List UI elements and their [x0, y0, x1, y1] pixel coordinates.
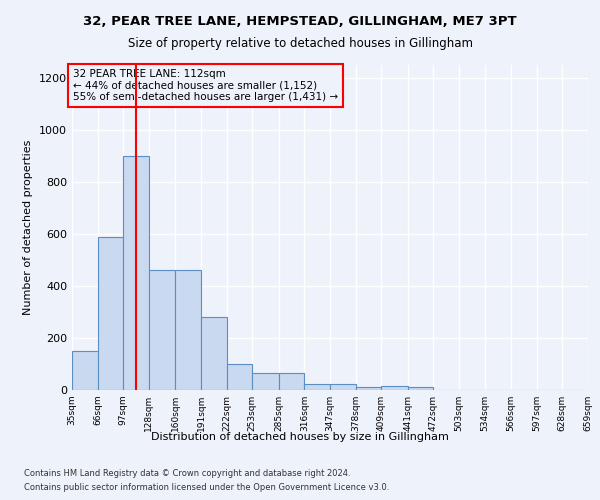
Y-axis label: Number of detached properties: Number of detached properties [23, 140, 34, 315]
Bar [149, 270, 175, 390]
Bar [330, 384, 356, 390]
Text: Distribution of detached houses by size in Gillingham: Distribution of detached houses by size … [151, 432, 449, 442]
Bar [98, 236, 123, 390]
Text: 32, PEAR TREE LANE, HEMPSTEAD, GILLINGHAM, ME7 3PT: 32, PEAR TREE LANE, HEMPSTEAD, GILLINGHA… [83, 15, 517, 28]
Text: Contains public sector information licensed under the Open Government Licence v3: Contains public sector information licen… [24, 484, 389, 492]
Bar [356, 388, 381, 390]
Bar [175, 270, 201, 390]
Text: Contains HM Land Registry data © Crown copyright and database right 2024.: Contains HM Land Registry data © Crown c… [24, 468, 350, 477]
Bar [381, 386, 408, 390]
Bar [279, 373, 304, 390]
Bar [123, 156, 149, 390]
Bar [408, 388, 433, 390]
Bar [201, 317, 227, 390]
Bar [72, 351, 98, 390]
Bar [304, 384, 330, 390]
Text: 32 PEAR TREE LANE: 112sqm
← 44% of detached houses are smaller (1,152)
55% of se: 32 PEAR TREE LANE: 112sqm ← 44% of detac… [73, 69, 338, 102]
Text: Size of property relative to detached houses in Gillingham: Size of property relative to detached ho… [128, 38, 473, 51]
Bar [252, 373, 279, 390]
Bar [227, 364, 252, 390]
